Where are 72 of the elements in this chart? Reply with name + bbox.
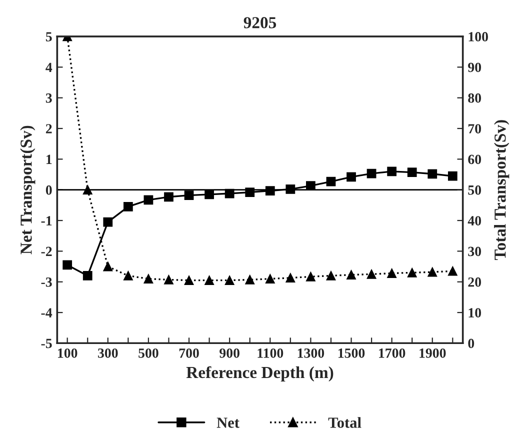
point [245,275,255,284]
legend-label: Net [216,418,240,428]
point [366,168,376,178]
x-tick-label: 1900 [420,348,446,358]
point [123,271,133,280]
point [103,262,113,272]
point [448,171,458,181]
x-tick-label: 300 [98,348,118,358]
point [407,268,417,278]
point [366,270,376,279]
y2-tick-label: 50 [468,185,482,195]
y-tick-label: 1 [46,154,52,164]
y2-tick-label: 100 [468,32,488,42]
y-tick-label: -4 [41,308,52,318]
y2-tick-label: 80 [468,93,482,103]
point [428,267,438,277]
point [306,272,316,282]
y-tick-label: 0 [46,185,52,195]
point [144,195,154,205]
x-tick-label: 1700 [379,348,406,358]
x-tick-label: 700 [179,348,199,358]
y-tick-label: -2 [41,246,52,256]
point [286,273,296,283]
y-tick-label: -3 [41,277,52,287]
point [448,266,458,276]
point [184,276,194,286]
y2-tick-label: 0 [468,338,474,348]
legend-label: Total [328,417,362,428]
y-axis-title: Net Transport(Sv) [20,126,36,254]
point [82,271,92,280]
x-tick-label: 100 [58,348,78,358]
point [387,268,397,278]
y-tick-label: -1 [41,216,52,226]
y2-tick-label: 60 [468,154,482,164]
point [164,192,174,202]
point [346,270,356,280]
x-tick-label: 1100 [258,348,284,358]
y2-axis-title: Total Transport(Sv) [494,120,510,260]
point [204,190,214,200]
point [103,217,113,227]
chart-title: 9205 [244,17,276,28]
x-axis-title: Reference Depth (m) [186,366,334,382]
x-tick-label: 1500 [338,348,365,358]
point [428,169,438,179]
point [346,172,356,182]
y-tick-label: 3 [46,93,52,103]
point [164,275,174,284]
y2-tick-label: 90 [468,62,482,72]
point [387,166,397,176]
point [326,271,336,280]
x-tick-label: 900 [220,348,240,358]
point [123,202,133,212]
point [224,276,234,286]
y-tick-label: 5 [46,32,52,42]
y-tick-label: 4 [46,62,52,72]
point [82,185,92,195]
point [184,190,194,200]
y-tick-label: -5 [41,338,52,348]
y2-tick-label: 20 [468,277,482,287]
point [204,276,214,286]
y2-tick-label: 40 [468,216,482,226]
point [144,274,154,284]
point [326,176,336,186]
y-tick-label: 2 [46,124,52,134]
point [265,274,275,284]
point [407,168,417,178]
y2-tick-label: 30 [468,246,482,256]
y2-tick-label: 70 [468,124,482,134]
x-tick-label: 1300 [298,348,324,358]
point [62,260,72,270]
y2-tick-label: 10 [468,308,482,318]
x-tick-label: 500 [138,348,158,358]
